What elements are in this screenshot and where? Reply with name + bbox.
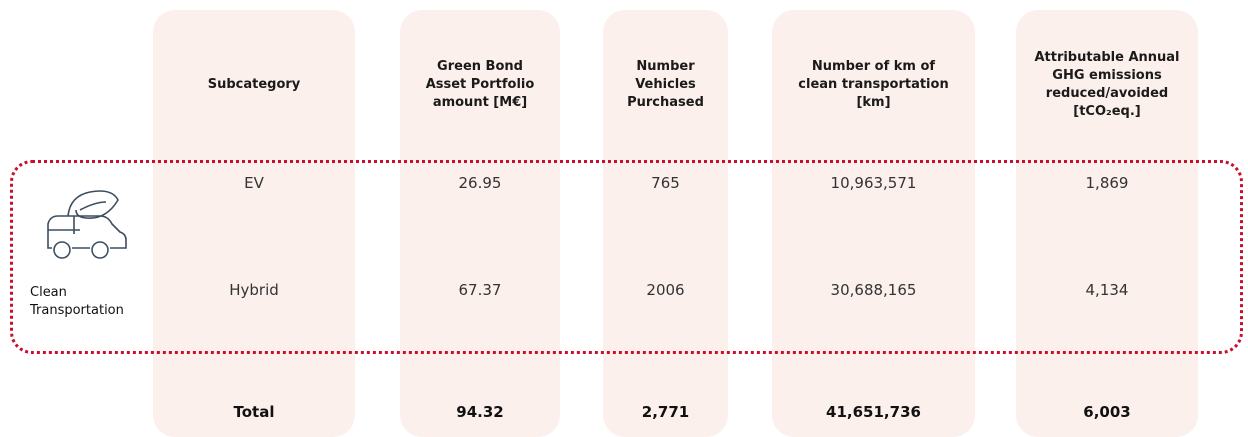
total-cell: 6,003 bbox=[1083, 403, 1131, 421]
column-panel bbox=[400, 10, 560, 437]
column-header: Number of km of clean transportation [km] bbox=[772, 25, 975, 145]
header-line: Number bbox=[636, 59, 695, 74]
table-cell: 4,134 bbox=[1085, 281, 1129, 299]
table-cell: 10,963,571 bbox=[830, 174, 917, 192]
table-cell: Hybrid bbox=[229, 281, 279, 299]
car-icon bbox=[47, 190, 127, 259]
total-cell: 41,651,736 bbox=[826, 403, 921, 421]
header-line: Purchased bbox=[627, 95, 704, 110]
column-header: Green Bond Asset Portfolio amount [M€] bbox=[400, 25, 560, 145]
category-label: Clean Transportation bbox=[30, 285, 124, 318]
table-cell: EV bbox=[244, 174, 264, 192]
column-header: Subcategory bbox=[153, 25, 355, 145]
table-cell: 1,869 bbox=[1085, 174, 1129, 192]
header-line: [km] bbox=[856, 95, 891, 110]
header-line: Attributable Annual bbox=[1034, 50, 1180, 65]
column-panel bbox=[772, 10, 975, 437]
header-line: GHG emissions bbox=[1052, 68, 1162, 83]
column-panel bbox=[153, 10, 355, 437]
highlight-frame bbox=[10, 160, 1243, 354]
column-panel bbox=[603, 10, 728, 437]
header-line: clean transportation bbox=[798, 77, 949, 92]
header-line: [tCO₂eq.] bbox=[1073, 104, 1141, 119]
total-cell: 2,771 bbox=[641, 403, 690, 421]
total-cell: 94.32 bbox=[456, 403, 504, 421]
column-header: Number Vehicles Purchased bbox=[603, 25, 728, 145]
table-cell: 30,688,165 bbox=[830, 281, 917, 299]
table-cell: 67.37 bbox=[458, 281, 502, 299]
column-panel bbox=[1016, 10, 1198, 437]
header-line: Green Bond bbox=[437, 59, 523, 74]
column-header: Attributable Annual GHG emissions reduced/… bbox=[1016, 25, 1198, 145]
header-line: reduced/avoided bbox=[1045, 86, 1169, 101]
table-cell: 26.95 bbox=[458, 174, 502, 192]
header-line: Vehicles bbox=[635, 77, 696, 92]
header-line: Subcategory bbox=[207, 77, 301, 92]
header-line: amount [M€] bbox=[432, 95, 528, 110]
table-cell: 765 bbox=[651, 174, 680, 192]
header-line: Asset Portfolio bbox=[425, 77, 535, 92]
table-cell: 2006 bbox=[646, 281, 685, 299]
total-cell: Total bbox=[233, 403, 275, 421]
header-line: Number of km of bbox=[811, 59, 936, 74]
